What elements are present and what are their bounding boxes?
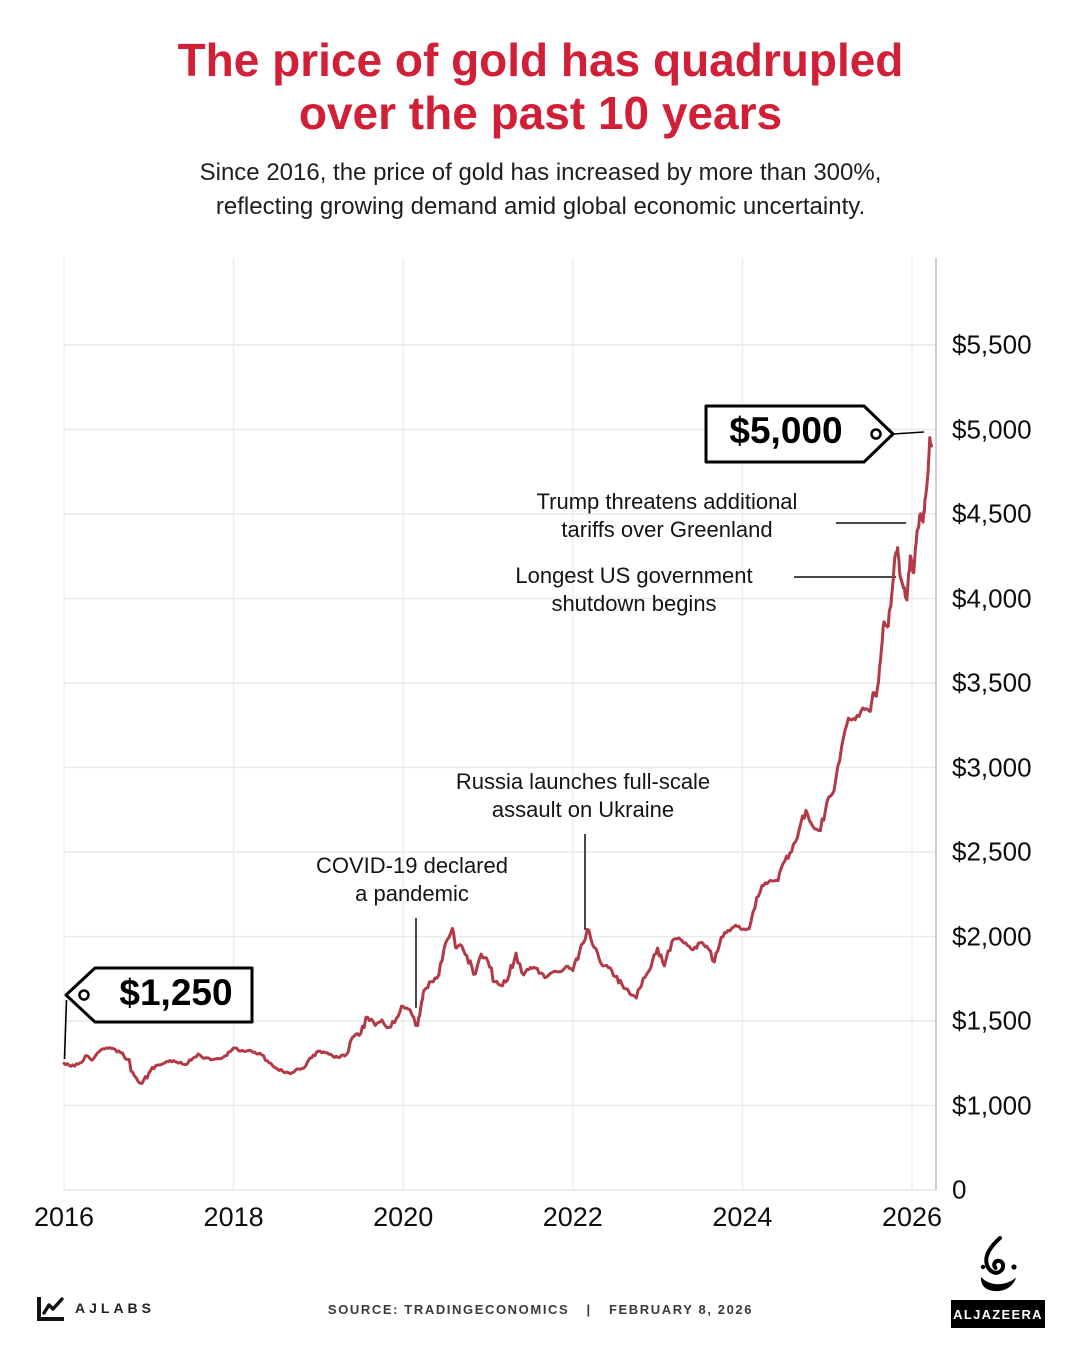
x-axis-label: 2020 bbox=[373, 1202, 434, 1232]
x-axis-label: 2022 bbox=[542, 1202, 603, 1232]
ajlabs-chart-icon bbox=[37, 1297, 64, 1321]
y-axis-label: 0 bbox=[952, 1174, 967, 1205]
ajlabs-wordmark: AJLABS bbox=[75, 1300, 156, 1316]
aljazeera-wordmark: ALJAZEERA bbox=[951, 1300, 1045, 1328]
annotation-covid: COVID-19 declared a pandemic bbox=[316, 853, 508, 906]
x-axis-label: 2026 bbox=[881, 1202, 943, 1232]
y-axis-label: $2,000 bbox=[952, 921, 1032, 951]
title-line-2: over the past 10 years bbox=[298, 87, 783, 140]
y-axis-label: $3,500 bbox=[952, 667, 1032, 698]
annotation-shutdown: Longest US government shutdown begins bbox=[515, 563, 753, 616]
subtitle-line-1: Since 2016, the price of gold has increa… bbox=[199, 159, 882, 186]
chart-canvas bbox=[62, 258, 937, 1191]
publish-date: FEBRUARY 8, 2026 bbox=[608, 1302, 754, 1317]
page-title: The price of gold has quadrupled over th… bbox=[0, 34, 1081, 141]
ajlabs-logo: AJLABS bbox=[36, 1294, 155, 1322]
y-axis-label: $3,000 bbox=[952, 752, 1032, 782]
y-axis-label: $1,000 bbox=[952, 1090, 1032, 1120]
annotation-russia: Russia launches full-scale assault on Ukr… bbox=[455, 769, 711, 822]
subtitle-line-2: reflecting growing demand amid global ec… bbox=[215, 193, 866, 220]
price-tag-start-label: $1,250 bbox=[119, 972, 233, 1013]
y-axis-label: $4,500 bbox=[952, 498, 1032, 529]
source-value: TRADINGECONOMICS bbox=[404, 1302, 570, 1317]
annotation-trump: Trump threatens additional tariffs over G… bbox=[536, 489, 798, 542]
x-axis-label: 2016 bbox=[33, 1202, 95, 1232]
footer: AJLABS SOURCE: TRADINGECONOMICS | FEBRUA… bbox=[0, 1236, 1081, 1350]
x-axis-label: 2024 bbox=[712, 1202, 773, 1232]
x-axis-label: 2018 bbox=[203, 1202, 264, 1232]
y-axis-label: $1,500 bbox=[952, 1005, 1032, 1036]
source-credit: SOURCE: TRADINGECONOMICS | FEBRUARY 8, 2… bbox=[0, 1302, 1081, 1317]
gold-price-chart: 0 $1,000 $1,500 $2,000 $2,500 $3,000 $3,500 $4,… bbox=[0, 230, 1081, 1240]
aljazeera-logo: ALJAZEERA bbox=[951, 1236, 1047, 1328]
y-axis-label: $5,000 bbox=[952, 414, 1032, 444]
source-label: SOURCE: bbox=[327, 1302, 400, 1317]
price-tag-end-label: $5,000 bbox=[729, 410, 843, 451]
y-axis-label: $2,500 bbox=[952, 836, 1032, 867]
y-axis-label: $5,500 bbox=[952, 329, 1032, 360]
page-subtitle: Since 2016, the price of gold has increa… bbox=[0, 156, 1081, 224]
source-separator: | bbox=[586, 1302, 592, 1317]
title-line-1: The price of gold has quadrupled bbox=[177, 34, 904, 86]
aljazeera-calligraphy-icon bbox=[980, 1236, 1017, 1292]
y-axis-label: $4,000 bbox=[952, 583, 1032, 613]
